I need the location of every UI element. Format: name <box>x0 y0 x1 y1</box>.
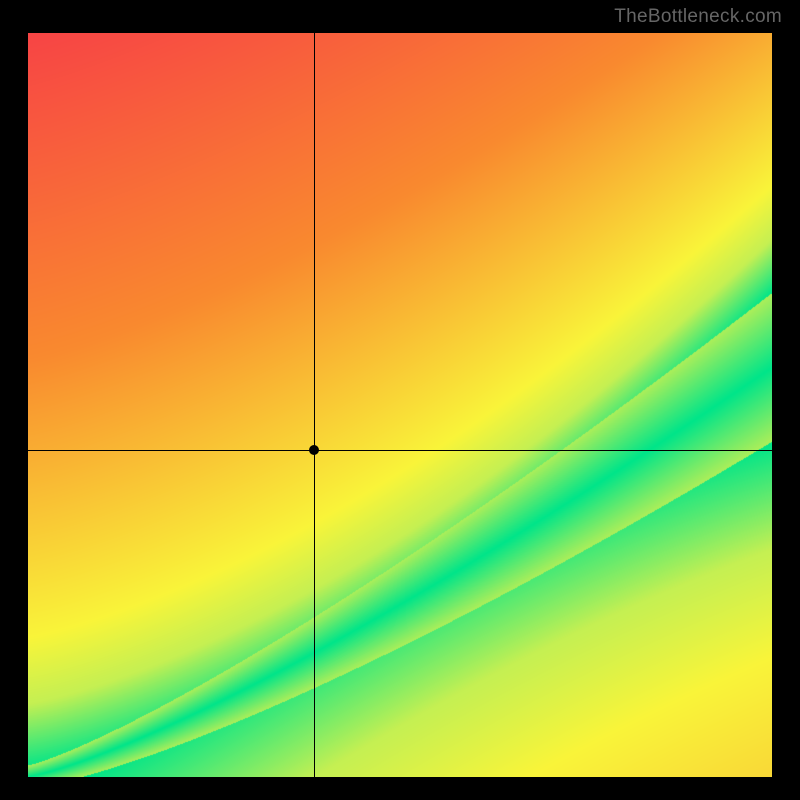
heatmap-plot <box>28 33 772 777</box>
crosshair-horizontal <box>28 450 772 451</box>
heatmap-canvas <box>28 33 772 777</box>
crosshair-marker <box>309 445 319 455</box>
watermark-text: TheBottleneck.com <box>614 6 782 28</box>
crosshair-vertical <box>314 33 315 777</box>
